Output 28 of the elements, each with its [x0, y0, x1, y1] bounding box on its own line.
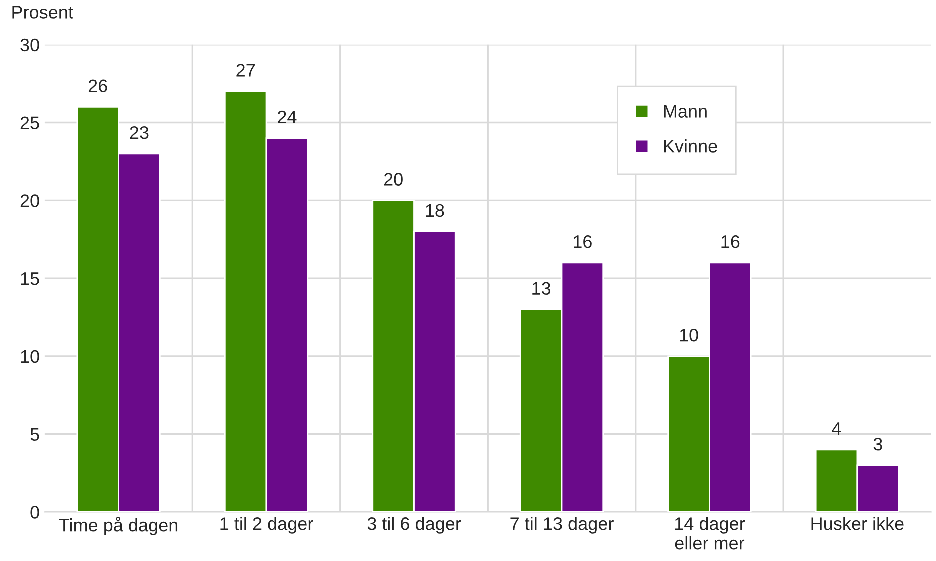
x-tick-label: 7 til 13 dager [510, 517, 614, 534]
data-label: 20 [384, 173, 403, 186]
x-tick-label: 14 dager eller mer [675, 517, 746, 550]
y-tick-label: 15 [21, 272, 40, 286]
x-tick-label: Husker ikke [812, 517, 904, 530]
data-label: 27 [236, 64, 255, 77]
data-label: 4 [832, 422, 842, 436]
data-label: 23 [130, 126, 149, 140]
data-label: 16 [574, 235, 592, 248]
data-label: 3 [874, 438, 882, 451]
y-axis-title: Prosent [12, 6, 74, 19]
y-tick-label: 5 [30, 428, 40, 442]
data-label: 18 [426, 204, 444, 218]
x-tick-label: 3 til 6 dager [368, 517, 462, 534]
data-label: 10 [680, 328, 698, 342]
y-tick-label: 0 [30, 506, 40, 519]
legend-label: Mann [664, 105, 707, 118]
y-tick-label: 25 [20, 116, 40, 130]
data-label: 16 [722, 235, 740, 248]
y-tick-label: 10 [21, 350, 40, 364]
x-tick-label: Time på dagen [59, 517, 178, 536]
legend-label: Kvinne [664, 140, 718, 153]
data-label: 13 [532, 282, 551, 296]
data-label: 24 [278, 110, 297, 124]
data-label: 26 [88, 80, 108, 93]
y-tick-label: 20 [20, 194, 40, 208]
y-tick-label: 30 [20, 38, 40, 52]
x-tick-label: 1 til 2 dager [220, 517, 314, 534]
